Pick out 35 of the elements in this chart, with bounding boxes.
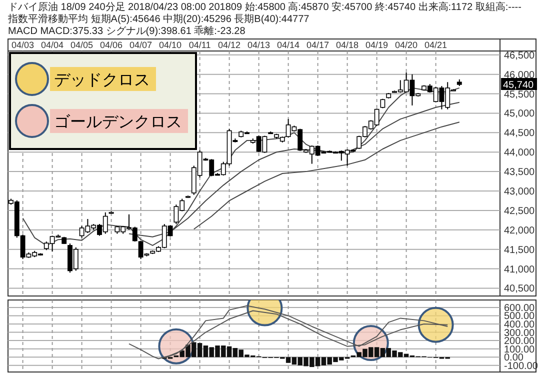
x-tick-label: 04/04 xyxy=(41,40,64,50)
y-tick-label: 42,000 xyxy=(504,225,536,236)
chart-title: ドバイ原油 18/09 240分足 2018/04/23 08:00 201809 始:45800 高:45870 安:45700 終:45740 出来高:1172 取組高:---- xyxy=(8,1,522,13)
x-tick-label: 04/06 xyxy=(100,40,123,50)
y-tick-label: 42,500 xyxy=(504,206,536,217)
y-tick-label: 44,500 xyxy=(504,128,536,140)
y-tick-label: 46,000 xyxy=(504,70,536,81)
x-tick-label: 04/17 xyxy=(306,40,330,50)
text: MACD MACD:375.33 シグナル(9):398.61 乖離:-23.28 xyxy=(8,25,246,37)
x-tick-label: 04/05 xyxy=(70,40,94,50)
x-tick-label: 04/12 xyxy=(218,40,241,50)
x-tick-label: 04/20 xyxy=(395,40,418,50)
y-tick-label: 40,500 xyxy=(504,284,536,295)
y-tick-label: 41,000 xyxy=(504,264,536,276)
y-tick-label: 44,000 xyxy=(504,148,536,159)
x-tick-label: 04/21 xyxy=(424,40,448,50)
x-tick-label: 04/14 xyxy=(277,40,300,50)
x-tick-label: 04/13 xyxy=(248,40,270,50)
legend-label: デッドクロス xyxy=(54,72,150,89)
text: 45,740 xyxy=(503,80,534,91)
legend-label: ゴールデンクロス xyxy=(54,114,182,131)
x-tick-label: 04/07 xyxy=(130,40,152,50)
x-tick-label: 04/18 xyxy=(336,40,359,50)
x-tick-label: 04/03 xyxy=(12,40,34,50)
y-tick-label: 43,000 xyxy=(504,186,536,198)
x-tick-label: 04/10 xyxy=(159,40,182,50)
y-tick-label: 41,500 xyxy=(504,244,536,256)
x-tick-label: 04/11 xyxy=(188,40,211,50)
x-tick-label: 04/19 xyxy=(366,40,388,50)
y-tick-label: 46,500 xyxy=(504,50,536,62)
y-tick-label: 400.00 xyxy=(504,320,536,330)
chart-subtitle: 指数平滑移動平均 短期A(5):45646 中期(20):45296 長期B(40):44777 xyxy=(7,13,310,25)
y-tick-label: 43,500 xyxy=(504,167,536,178)
y-tick-label: 45,500 xyxy=(504,89,536,100)
y-tick-label: 45,000 xyxy=(504,108,536,120)
